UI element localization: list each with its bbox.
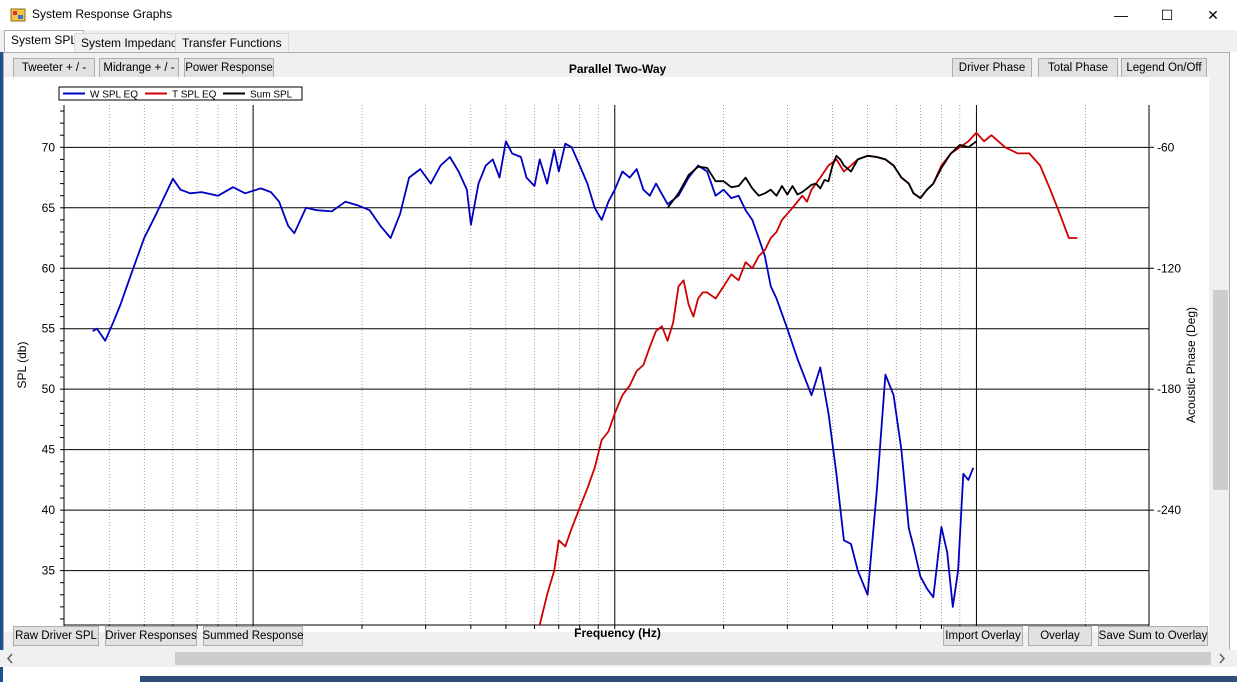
chart-background bbox=[4, 77, 1209, 632]
chart-title: Parallel Two-Way bbox=[568, 62, 667, 76]
maximize-button[interactable]: ☐ bbox=[1144, 0, 1190, 30]
y-tick-label: 70 bbox=[42, 140, 56, 154]
scroll-right-icon[interactable] bbox=[1218, 653, 1226, 664]
legend-label: Sum SPL bbox=[250, 90, 293, 101]
driver-phase-button[interactable]: Driver Phase bbox=[952, 58, 1032, 78]
graph-panel: Tweeter + / - Midrange + / - Power Respo… bbox=[3, 52, 1230, 667]
tab-strip: System SPL System Impedance Transfer Fun… bbox=[0, 30, 1237, 52]
minimize-button[interactable]: — bbox=[1098, 0, 1144, 30]
chart-series bbox=[92, 131, 1078, 626]
y-axis-label: SPL (db) bbox=[15, 342, 29, 389]
raw-driver-spl-button[interactable]: Raw Driver SPL bbox=[13, 626, 99, 646]
legend-toggle-button[interactable]: Legend On/Off bbox=[1121, 58, 1207, 78]
close-button[interactable]: ✕ bbox=[1190, 0, 1236, 30]
y-tick-label: 35 bbox=[42, 564, 56, 578]
tweeter-level-button[interactable]: Tweeter + / - bbox=[13, 58, 95, 78]
legend-label: T SPL EQ bbox=[172, 90, 217, 101]
tab-system-spl[interactable]: System SPL bbox=[4, 30, 85, 52]
app-icon bbox=[10, 8, 26, 22]
y2-axis-label: Acoustic Phase (Deg) bbox=[1184, 307, 1198, 423]
y-tick-label: 60 bbox=[42, 261, 56, 275]
y-tick-label: 45 bbox=[42, 443, 56, 457]
y-tick-label: 50 bbox=[42, 382, 56, 396]
midrange-level-button[interactable]: Midrange + / - bbox=[99, 58, 179, 78]
legend-box bbox=[58, 86, 303, 101]
y2-tick-label: -120 bbox=[1157, 261, 1181, 275]
spl-chart: 3540455055606570100,01000,010000,0-60-12… bbox=[4, 77, 1209, 632]
x-tick-label: 1000,0 bbox=[596, 631, 633, 632]
overlay-button[interactable]: Overlay bbox=[1028, 626, 1092, 646]
summed-response-button[interactable]: Summed Response bbox=[203, 626, 304, 646]
window-title: System Response Graphs bbox=[32, 7, 173, 21]
horizontal-scrollbar[interactable] bbox=[0, 650, 1237, 667]
scroll-left-icon[interactable] bbox=[6, 653, 14, 664]
driver-responses-button[interactable]: Driver Responses bbox=[105, 626, 197, 646]
chart-axes: 3540455055606570100,01000,010000,0-60-12… bbox=[15, 105, 1198, 632]
y2-tick-label: -60 bbox=[1157, 140, 1175, 154]
tab-system-impedance[interactable]: System Impedance bbox=[74, 33, 191, 52]
legend-label: W SPL EQ bbox=[90, 90, 138, 101]
tab-transfer-functions[interactable]: Transfer Functions bbox=[175, 33, 289, 52]
chart-grid bbox=[4, 77, 1209, 632]
total-phase-button[interactable]: Total Phase bbox=[1038, 58, 1118, 78]
desktop-edge bbox=[0, 30, 3, 682]
vertical-scrollbar-thumb[interactable] bbox=[1213, 290, 1228, 490]
horizontal-scrollbar-thumb[interactable] bbox=[175, 652, 1211, 665]
taskbar-strip bbox=[140, 676, 1237, 682]
minimize-icon: — bbox=[1114, 7, 1128, 23]
title-bar: System Response Graphs — ☐ ✕ bbox=[0, 0, 1237, 30]
y-tick-label: 40 bbox=[42, 503, 56, 517]
y-tick-label: 55 bbox=[42, 322, 56, 336]
power-response-button[interactable]: Power Response bbox=[184, 58, 274, 78]
chart-legend: W SPL EQ T SPL EQ Sum SPL bbox=[58, 86, 303, 101]
series-line-w-spl-eq bbox=[92, 140, 975, 608]
y2-tick-label: -180 bbox=[1157, 382, 1181, 396]
close-icon: ✕ bbox=[1207, 6, 1219, 23]
series-line-sum-spl bbox=[666, 140, 977, 209]
y-tick-label: 65 bbox=[42, 201, 56, 215]
import-overlay-button[interactable]: Import Overlay bbox=[943, 626, 1023, 646]
y2-tick-label: -240 bbox=[1157, 503, 1181, 517]
save-sum-to-overlay-button[interactable]: Save Sum to Overlay bbox=[1098, 626, 1208, 646]
x-axis-label: Frequency (Hz) bbox=[574, 626, 661, 640]
maximize-icon: ☐ bbox=[1160, 6, 1174, 23]
